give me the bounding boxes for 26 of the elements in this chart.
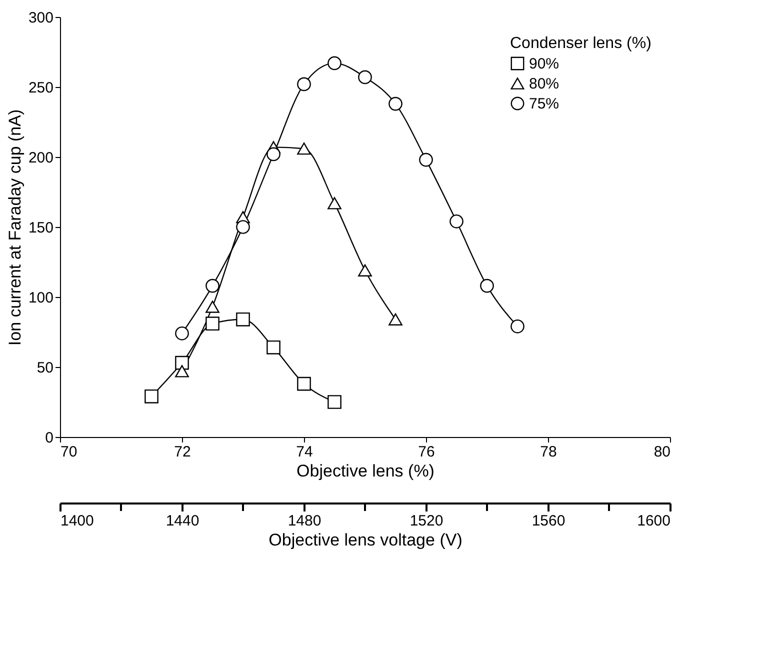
x-tick-label: 70 xyxy=(60,444,78,460)
y-tick-label: 250 xyxy=(28,80,54,96)
y-tick-label: 300 xyxy=(28,10,54,26)
y-tick-label: 200 xyxy=(28,150,54,166)
x2-tick-label: 1600 xyxy=(637,512,670,530)
x2-tick-label: 1480 xyxy=(288,512,322,530)
legend-label: 75% xyxy=(529,96,560,112)
y-axis-title: Ion current at Faraday cup (nA) xyxy=(5,109,24,346)
x2-tick-label: 1440 xyxy=(166,512,200,530)
x-tick-label: 74 xyxy=(296,444,313,460)
x2-tick-label: 1560 xyxy=(532,512,566,530)
legend-title: Condenser lens (%) xyxy=(510,35,652,52)
y-tick-label: 0 xyxy=(45,430,54,446)
x-axis-title: Objective lens (%) xyxy=(296,462,434,480)
x-tick-label: 80 xyxy=(654,444,670,460)
x2-tick-label: 1520 xyxy=(410,512,444,530)
y-tick-label: 150 xyxy=(28,220,54,236)
legend-label: 90% xyxy=(529,56,560,72)
x-tick-label: 72 xyxy=(174,444,191,460)
y-tick-label: 100 xyxy=(28,290,54,306)
legend-label: 80% xyxy=(529,76,560,92)
x2-axis-title: Objective lens voltage (V) xyxy=(268,530,462,550)
x-tick-label: 78 xyxy=(540,444,557,460)
x-tick-label: 76 xyxy=(418,444,435,460)
y-tick-label: 50 xyxy=(36,360,54,376)
x2-tick-label: 1400 xyxy=(60,512,94,530)
